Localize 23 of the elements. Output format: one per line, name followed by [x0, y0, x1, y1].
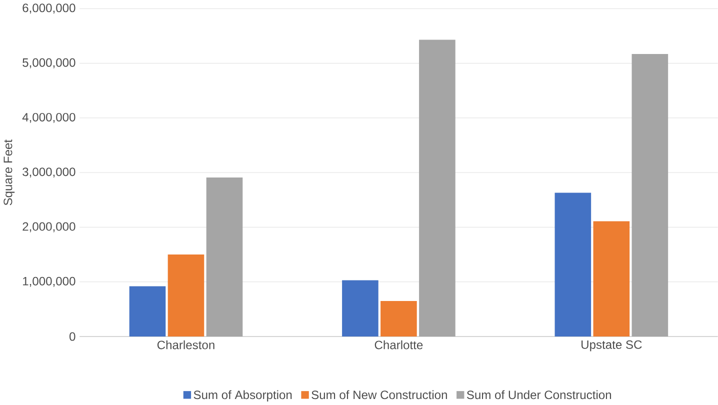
- bar: [632, 54, 668, 336]
- bar: [419, 40, 456, 336]
- x-tick-label: Charlotte: [374, 340, 423, 350]
- legend-label: Sum of Under Construction: [466, 390, 612, 400]
- bar: [342, 280, 378, 336]
- bar: [168, 254, 204, 336]
- y-tick-label: 5,000,000: [22, 58, 76, 68]
- bar: [206, 177, 243, 336]
- x-tick-label: Upstate SC: [582, 340, 642, 352]
- y-tick-label: 2,000,000: [22, 222, 76, 232]
- y-tick-label: 1,000,000: [23, 276, 76, 287]
- legend-label: Sum of New Construction: [312, 390, 447, 400]
- bar: [593, 221, 630, 336]
- x-tick-label: Charleston: [157, 340, 214, 350]
- bar: [129, 286, 166, 336]
- bar: [380, 300, 417, 336]
- y-axis-title: Square Feet: [4, 139, 15, 206]
- y-tick-label: 4,000,000: [22, 112, 76, 123]
- y-tick-label: 6,000,000: [22, 4, 76, 14]
- bar: [554, 192, 592, 336]
- y-tick-label: 3,000,000: [22, 168, 76, 178]
- legend-label: Sum of Absorption: [194, 390, 292, 402]
- y-tick-label: 0: [70, 332, 76, 341]
